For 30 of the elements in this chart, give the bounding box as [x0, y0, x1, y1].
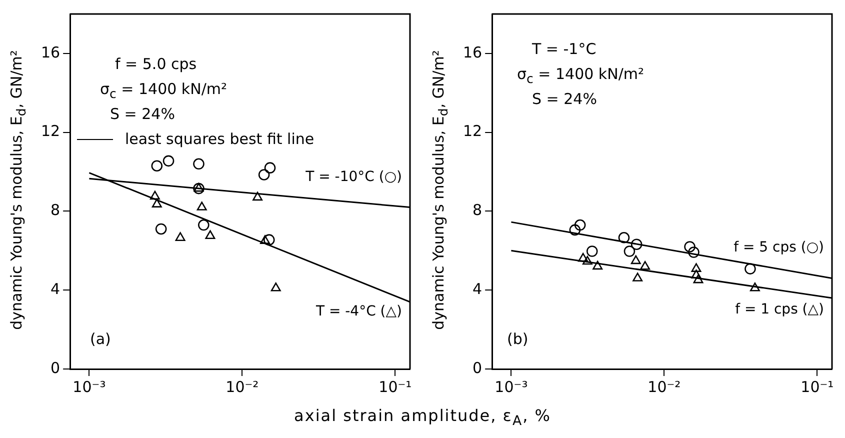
y-tick-label: 16: [40, 43, 60, 62]
y-tick-label: 8: [472, 201, 482, 220]
series-label: T = -10°C (○): [304, 169, 402, 186]
series-label: T = -4°C (△): [314, 303, 402, 320]
x-tick-label: 10⁻¹: [800, 378, 834, 396]
x-tick-label: 10⁻²: [648, 378, 681, 396]
annotation: f = 5.0 cps: [115, 55, 197, 73]
x-tick-label: 10⁻²: [226, 378, 259, 396]
annotation: S = 24%: [532, 90, 597, 108]
annotation: σ$_{c}$ = 1400 kN/m²: [100, 80, 228, 101]
annotation: σ$_{c}$ = 1400 kN/m²: [517, 65, 644, 86]
series-label: f = 1 cps (△): [735, 301, 824, 318]
x-tick-label: 10⁻¹: [378, 378, 412, 396]
annotation: T = -1°C: [532, 40, 596, 58]
y-tick-label: 4: [472, 280, 482, 298]
y-tick-label: 0: [472, 358, 482, 377]
y-tick-label: 0: [50, 358, 60, 377]
series-label: f = 5 cps (○): [734, 240, 824, 256]
x-tick-label: 10⁻³: [494, 378, 528, 396]
x-axis-title: axial strain amplitude, ε$_{A}$, %: [293, 406, 552, 430]
annotation: least squares best fit line: [125, 130, 314, 148]
y-tick-label: 16: [462, 43, 482, 62]
y-tick-label: 12: [462, 122, 482, 140]
annotation: S = 24%: [110, 105, 175, 123]
annotation: (b): [507, 330, 528, 348]
x-tick-label: 10⁻³: [72, 378, 106, 396]
y-tick-label: 4: [50, 280, 60, 298]
annotation: (a): [90, 330, 111, 348]
y-tick-label: 8: [50, 201, 60, 220]
y-tick-label: 12: [40, 122, 60, 140]
